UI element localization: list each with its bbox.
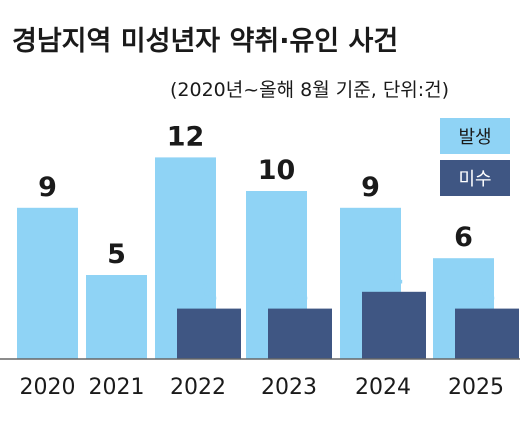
x-tick-label-2025: 2025 <box>448 375 504 400</box>
bar-unsolved-2025 <box>455 308 519 359</box>
x-tick-label-2024: 2024 <box>355 375 411 400</box>
x-tick-label-2020: 2020 <box>20 375 76 400</box>
chart-title: 경남지역 미성년자 약취·유인 사건 <box>12 26 398 57</box>
value-label-occurred-2024: 9 <box>361 172 380 203</box>
value-label-occurred-2021: 5 <box>107 239 126 270</box>
value-label-unsolved-2025: 3 <box>478 280 497 311</box>
bar-occurred-2021 <box>86 275 147 359</box>
value-label-occurred-2025: 6 <box>454 222 473 253</box>
value-label-occurred-2023: 10 <box>258 155 296 186</box>
legend: 발생 미수 <box>440 118 510 196</box>
legend-swatch-unsolved <box>440 160 510 196</box>
x-tick-label-2021: 2021 <box>89 375 145 400</box>
legend-swatch-occurred <box>440 118 510 154</box>
bar-unsolved-2023 <box>268 308 332 359</box>
x-tick-label-2023: 2023 <box>261 375 317 400</box>
value-label-unsolved-2024: 4 <box>385 263 404 294</box>
legend-label-occurred: 발생 <box>458 127 491 148</box>
value-label-unsolved-2022: 3 <box>200 280 219 311</box>
chart-subtitle: (2020년~올해 8월 기준, 단위:건) <box>170 79 449 101</box>
x-axis-ticks: 2020 2021 2022 2023 2024 2025 <box>20 375 505 400</box>
bar-unsolved-2024 <box>362 291 426 359</box>
value-label-occurred-2022: 12 <box>167 121 205 152</box>
x-tick-label-2022: 2022 <box>170 375 226 400</box>
legend-label-unsolved: 미수 <box>458 169 491 190</box>
bar-occurred-2020 <box>17 207 78 359</box>
bar-unsolved-2022 <box>177 308 241 359</box>
value-label-unsolved-2023: 3 <box>291 280 310 311</box>
value-label-occurred-2020: 9 <box>38 172 57 203</box>
